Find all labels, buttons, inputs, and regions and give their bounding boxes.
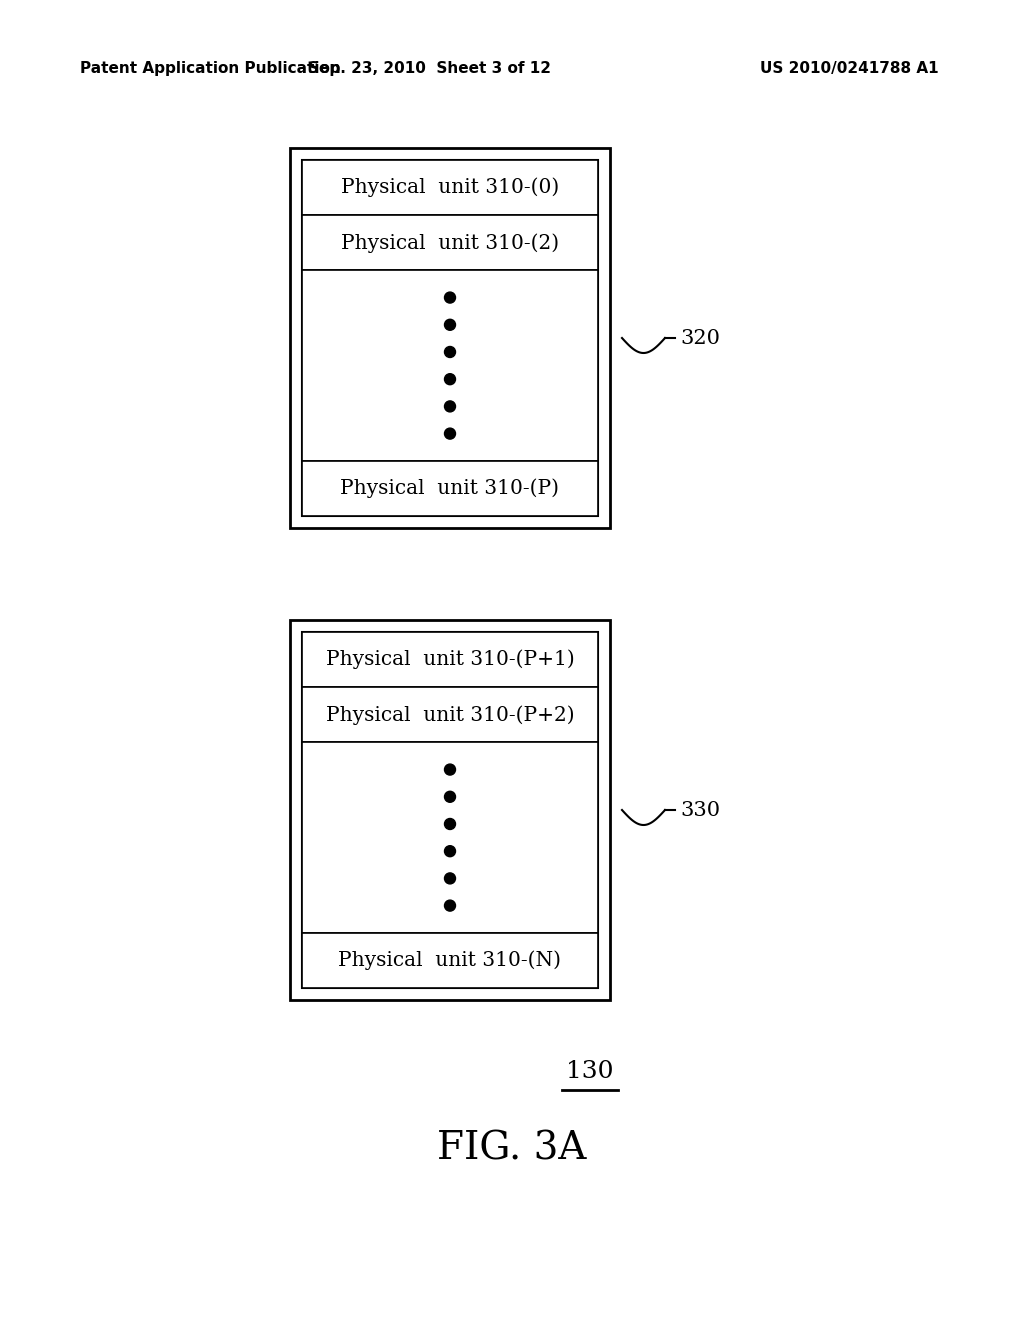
- Circle shape: [444, 846, 456, 857]
- Circle shape: [444, 764, 456, 775]
- Text: Physical  unit 310-(P+2): Physical unit 310-(P+2): [326, 705, 574, 725]
- Text: FIG. 3A: FIG. 3A: [437, 1130, 587, 1167]
- Circle shape: [444, 374, 456, 384]
- Bar: [302, 160, 598, 516]
- Bar: [302, 933, 598, 987]
- Text: 130: 130: [566, 1060, 613, 1082]
- Text: Physical  unit 310-(0): Physical unit 310-(0): [341, 178, 559, 198]
- Text: Physical  unit 310-(N): Physical unit 310-(N): [339, 950, 561, 970]
- Bar: [290, 620, 610, 1001]
- Circle shape: [444, 428, 456, 440]
- Bar: [290, 148, 610, 528]
- Text: Physical  unit 310-(P): Physical unit 310-(P): [341, 479, 559, 498]
- Bar: [302, 271, 598, 461]
- Circle shape: [444, 818, 456, 829]
- Circle shape: [444, 319, 456, 330]
- Circle shape: [444, 401, 456, 412]
- Text: Patent Application Publication: Patent Application Publication: [80, 61, 341, 75]
- Bar: [302, 215, 598, 271]
- Circle shape: [444, 873, 456, 884]
- Bar: [302, 742, 598, 933]
- Bar: [302, 632, 598, 987]
- Text: Physical  unit 310-(2): Physical unit 310-(2): [341, 232, 559, 252]
- Circle shape: [444, 346, 456, 358]
- Text: Physical  unit 310-(P+1): Physical unit 310-(P+1): [326, 649, 574, 669]
- Text: US 2010/0241788 A1: US 2010/0241788 A1: [760, 61, 939, 75]
- Bar: [302, 688, 598, 742]
- Bar: [302, 160, 598, 215]
- Text: Sep. 23, 2010  Sheet 3 of 12: Sep. 23, 2010 Sheet 3 of 12: [308, 61, 552, 75]
- Text: 330: 330: [680, 800, 720, 820]
- Text: 320: 320: [680, 329, 720, 347]
- Bar: [302, 461, 598, 516]
- Bar: [302, 632, 598, 688]
- Circle shape: [444, 791, 456, 803]
- Circle shape: [444, 900, 456, 911]
- Circle shape: [444, 292, 456, 304]
